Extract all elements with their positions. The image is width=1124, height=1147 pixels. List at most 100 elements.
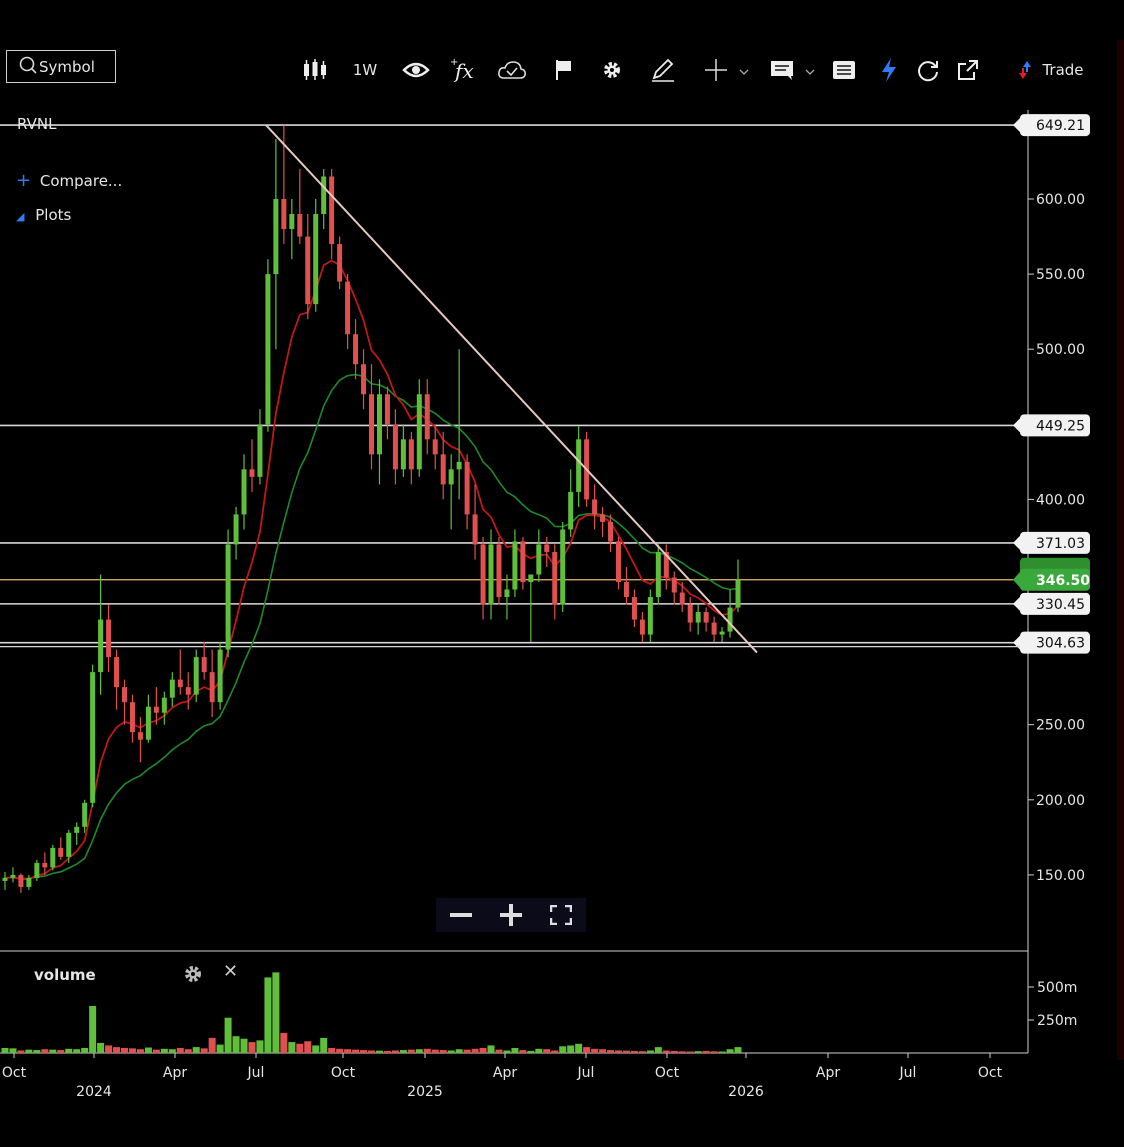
candle-body xyxy=(321,176,327,215)
volume-close-icon[interactable]: ✕ xyxy=(223,961,239,982)
level-pill-arrow xyxy=(1013,417,1021,434)
flag-icon[interactable] xyxy=(550,54,576,86)
crosshair-icon[interactable] xyxy=(702,54,754,86)
window-edge xyxy=(1117,40,1124,1060)
candle-body xyxy=(608,521,614,542)
volume-bar xyxy=(583,1047,591,1053)
volume-bar xyxy=(232,1036,240,1053)
year-tick-label: 2024 xyxy=(76,1084,112,1100)
ema-short-line xyxy=(4,259,739,881)
lightning-icon[interactable] xyxy=(876,54,902,86)
volume-bar xyxy=(479,1047,487,1053)
volume-bar xyxy=(264,977,272,1053)
volume-bar xyxy=(670,1050,678,1053)
candle-body xyxy=(42,862,48,868)
volume-bar xyxy=(144,1047,152,1053)
candle-body xyxy=(679,592,685,605)
volume-bar xyxy=(200,1048,208,1053)
year-tick-label: 2026 xyxy=(728,1084,764,1100)
volume-bar xyxy=(407,1049,415,1053)
volume-bar xyxy=(113,1047,121,1053)
list-icon[interactable] xyxy=(830,54,858,86)
fullscreen-icon[interactable] xyxy=(541,900,581,930)
candle-body xyxy=(663,551,669,578)
candle-body xyxy=(488,544,494,605)
volume-bar xyxy=(280,1032,288,1053)
candle-body xyxy=(177,679,183,688)
volume-bar xyxy=(646,1050,654,1053)
volume-bar xyxy=(678,1051,686,1053)
last-price-label: 346.50 xyxy=(1036,573,1090,589)
volume-bar xyxy=(607,1050,615,1053)
volume-settings-gear-icon[interactable] xyxy=(182,963,204,989)
candle-body xyxy=(209,672,215,703)
popout-icon[interactable] xyxy=(954,54,982,86)
level-pill-arrow xyxy=(1013,634,1021,651)
price-tick-label: 550.00 xyxy=(1036,267,1085,283)
volume-bar xyxy=(360,1050,368,1053)
volume-bar xyxy=(415,1049,423,1053)
volume-bar xyxy=(391,1050,399,1053)
volume-bar xyxy=(352,1049,360,1053)
volume-bar xyxy=(240,1038,248,1053)
candle-body xyxy=(122,687,128,703)
refresh-icon[interactable] xyxy=(914,54,942,86)
price-tick-label: 200.00 xyxy=(1036,793,1085,809)
volume-bar xyxy=(248,1042,256,1053)
interval-button[interactable]: 1W xyxy=(352,61,378,79)
volume-bar xyxy=(344,1049,352,1053)
volume-bar xyxy=(551,1050,559,1053)
volume-bar xyxy=(654,1047,662,1053)
trade-button[interactable]: Trade xyxy=(1010,54,1090,86)
volume-bar xyxy=(168,1049,176,1053)
volume-bar xyxy=(431,1049,439,1053)
candle-body xyxy=(576,439,582,492)
volume-bar xyxy=(136,1049,144,1053)
comment-icon[interactable] xyxy=(768,54,820,86)
svg-text:+: + xyxy=(450,57,458,68)
volume-bar xyxy=(73,1049,81,1053)
volume-bar xyxy=(41,1049,49,1053)
gear-icon[interactable] xyxy=(598,54,626,86)
volume-bar xyxy=(368,1050,375,1053)
candle-body xyxy=(727,607,733,632)
candle-body xyxy=(631,597,637,620)
volume-bar xyxy=(638,1051,646,1053)
symbol-search-input[interactable]: Symbol xyxy=(6,50,116,83)
candle-body xyxy=(82,802,88,827)
eye-icon[interactable] xyxy=(400,54,432,86)
candle-body xyxy=(50,847,56,868)
candle-body xyxy=(225,544,231,650)
candle-body xyxy=(369,394,374,455)
candle-body xyxy=(74,826,80,833)
candle-body xyxy=(249,469,255,477)
volume-bar xyxy=(128,1048,136,1053)
indicators-fx-icon[interactable]: fx + xyxy=(448,54,478,86)
search-icon xyxy=(19,56,37,78)
volume-bar xyxy=(463,1049,471,1053)
volume-bar xyxy=(718,1051,726,1053)
volume-bar xyxy=(383,1050,391,1053)
candle-body xyxy=(114,657,120,688)
candle-body xyxy=(329,176,335,245)
trendline xyxy=(265,124,758,654)
zoom-in-icon[interactable] xyxy=(491,900,531,930)
candle-body xyxy=(512,541,518,590)
candle-body xyxy=(18,874,24,887)
price-tick-label: 500.00 xyxy=(1036,342,1085,358)
candle-body xyxy=(592,499,598,515)
plus-icon: + xyxy=(16,170,32,191)
compare-button[interactable]: + Compare... xyxy=(16,170,122,191)
candle-body xyxy=(201,657,207,673)
volume-bar xyxy=(17,1050,25,1053)
candlestick-style-icon[interactable] xyxy=(300,54,330,86)
price-tick-label: 600.00 xyxy=(1036,192,1085,208)
candle-body xyxy=(281,199,287,230)
plots-button[interactable]: ◢ Plots xyxy=(16,206,71,224)
volume-bar xyxy=(543,1049,551,1053)
zoom-out-icon[interactable] xyxy=(441,900,481,930)
pencil-draw-icon[interactable] xyxy=(648,54,678,86)
volume-bar xyxy=(312,1045,320,1053)
cloud-save-icon[interactable] xyxy=(496,54,528,86)
